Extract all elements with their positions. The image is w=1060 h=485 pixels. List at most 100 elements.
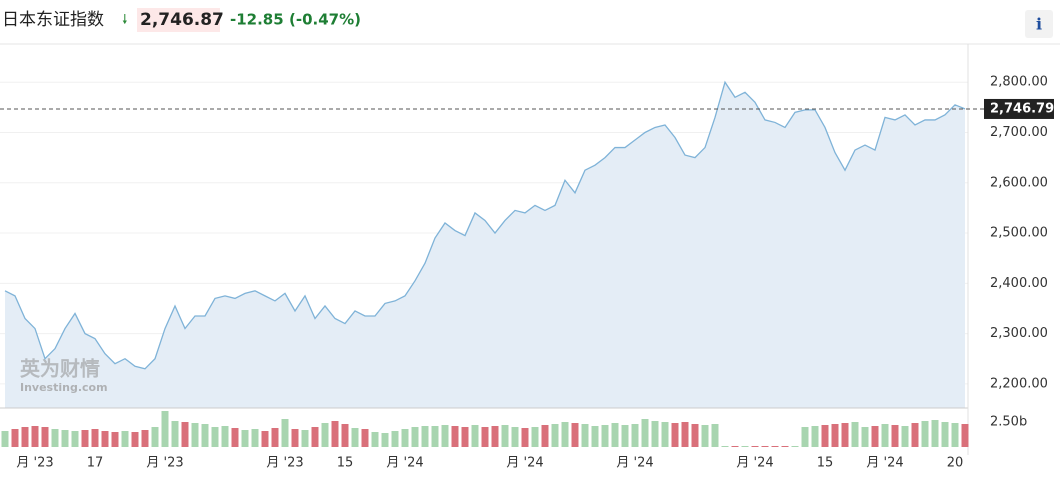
volume-bar <box>831 424 839 447</box>
volume-bar <box>751 446 759 447</box>
volume-bar <box>361 429 369 447</box>
volume-bar <box>781 446 789 447</box>
down-arrow: 🠗 <box>122 13 128 28</box>
volume-bar <box>71 431 79 447</box>
x-tick-label: 17 <box>87 456 104 471</box>
volume-bar <box>291 429 299 447</box>
y-tick-label: 2,200.00 <box>990 376 1048 391</box>
volume-bar <box>111 432 119 447</box>
volume-bar <box>221 426 229 447</box>
last-price: 2,746.87 <box>140 10 224 30</box>
volume-bar <box>151 427 159 447</box>
volume-bar <box>431 426 439 447</box>
volume-bar <box>191 423 199 447</box>
volume-bar <box>771 446 779 447</box>
volume-bar <box>131 432 139 447</box>
volume-bar <box>261 431 269 447</box>
volume-bar <box>171 421 179 447</box>
x-tick-label: 月 '23 <box>146 456 183 471</box>
x-tick-label: 15 <box>817 456 834 471</box>
volume-bar <box>721 446 729 447</box>
volume-bar <box>811 426 819 447</box>
x-tick-label: 15 <box>337 456 354 471</box>
volume-tick-label: 2.50b <box>990 415 1027 430</box>
volume-bar <box>511 427 519 447</box>
volume-bar <box>381 433 389 447</box>
x-tick-label: 月 '23 <box>266 456 303 471</box>
volume-bar <box>91 429 99 447</box>
volume-bar <box>941 422 949 447</box>
info-icon[interactable]: i <box>1036 15 1042 34</box>
volume-bar <box>851 422 859 447</box>
watermark: 英为财情 <box>20 357 100 381</box>
volume-bar <box>671 423 679 447</box>
x-tick-label: 月 '24 <box>866 456 903 471</box>
volume-bar <box>141 430 149 447</box>
volume-bar <box>761 446 769 447</box>
volume-bar <box>891 425 899 447</box>
volume-bar <box>501 425 509 447</box>
info-button[interactable] <box>1025 10 1053 38</box>
volume-bar <box>821 425 829 447</box>
volume-bar <box>391 431 399 447</box>
volume-bar <box>321 423 329 447</box>
area <box>5 82 965 408</box>
volume-bar <box>411 427 419 447</box>
volume-bar <box>951 423 959 447</box>
volume-bar <box>231 428 239 447</box>
volume-bar <box>491 426 499 447</box>
y-tick-label: 2,400.00 <box>990 276 1048 291</box>
volume-bar <box>421 426 429 447</box>
volume-bar <box>371 432 379 447</box>
y-tick-label: 2,800.00 <box>990 75 1048 90</box>
volume-bar <box>521 428 529 447</box>
volume-bar <box>31 426 39 447</box>
volume-bar <box>571 423 579 447</box>
volume-bar <box>651 421 659 447</box>
volume-bar <box>301 430 309 447</box>
volume-bar <box>711 424 719 447</box>
volume-bar <box>201 424 209 447</box>
volume-bar <box>961 424 969 447</box>
volume-bar <box>541 425 549 447</box>
volume-bar <box>601 425 609 447</box>
x-tick-label: 月 '24 <box>386 456 423 471</box>
volume-bar <box>11 429 19 447</box>
price-bg <box>137 8 220 32</box>
volume-bar <box>101 431 109 447</box>
volume-bar <box>451 426 459 447</box>
y-tick-label: 2,600.00 <box>990 175 1048 190</box>
volume-bar <box>871 426 879 447</box>
volume-bar <box>121 431 129 447</box>
volume-bar <box>211 427 219 447</box>
volume-bar <box>931 420 939 447</box>
y-tick-label: 2,700.00 <box>990 125 1048 140</box>
volume-bar <box>661 422 669 447</box>
volume-bar <box>1 431 9 447</box>
volume-bar <box>801 427 809 447</box>
volume-bar <box>241 430 249 447</box>
volume-bar <box>41 427 49 447</box>
title: 日本东证指数 <box>2 10 104 30</box>
volume-bar <box>561 422 569 447</box>
current-label: 2,746.79 <box>990 101 1054 116</box>
volume-bar <box>161 411 169 447</box>
watermark: Investing.com <box>20 381 108 394</box>
volume-bar <box>861 427 869 447</box>
volume-bar <box>481 427 489 447</box>
volume-bar <box>631 424 639 447</box>
x-tick-label: 月 '24 <box>736 456 773 471</box>
volume-bar <box>21 427 29 447</box>
x-tick-label: 月 '24 <box>506 456 543 471</box>
volume-bar <box>401 429 409 447</box>
volume-bar <box>621 425 629 447</box>
volume-bar <box>591 426 599 447</box>
y-tick-label: 2,300.00 <box>990 326 1048 341</box>
volume-bar <box>461 427 469 447</box>
volume-bar <box>331 421 339 447</box>
volume-bar <box>741 446 749 447</box>
volume-bar <box>51 429 59 447</box>
volume-bar <box>611 423 619 447</box>
volume-bar <box>251 429 259 447</box>
volume-bar <box>881 424 889 447</box>
